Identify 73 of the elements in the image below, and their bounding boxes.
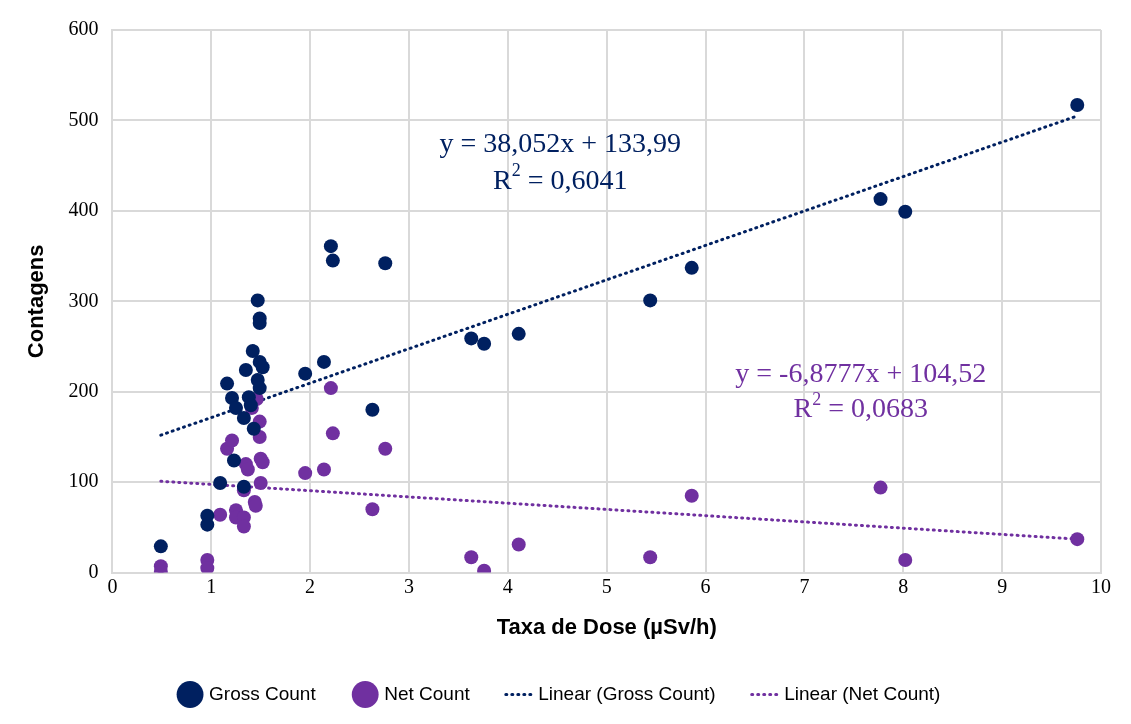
point (316, 462, 331, 477)
point (298, 366, 313, 381)
point (643, 550, 658, 565)
x-tick-label: 0 (107, 574, 118, 597)
point (464, 331, 479, 346)
annotation: y = 38,052x + 133,99 (439, 126, 682, 158)
x-tick-label: 9 (997, 574, 1008, 597)
point (378, 256, 393, 271)
point (378, 441, 393, 456)
point (323, 381, 338, 396)
x-tick-label: 4 (502, 574, 513, 597)
point (236, 410, 251, 425)
point (200, 561, 215, 573)
point (873, 192, 888, 207)
point (236, 479, 251, 494)
point (511, 537, 526, 552)
y-tick-label: 300 (68, 288, 99, 311)
legend-label: Linear (Gross Count) (538, 682, 716, 704)
point (220, 376, 235, 391)
point (245, 344, 260, 359)
point (873, 480, 888, 495)
y-tick-label: 200 (68, 378, 99, 401)
x-tick-label: 1 (206, 574, 217, 597)
point (477, 336, 492, 351)
point (464, 550, 479, 565)
point (684, 260, 699, 275)
legend-label: Linear (Net Count) (784, 682, 941, 704)
point (898, 552, 913, 567)
y-tick-label: 500 (68, 107, 99, 130)
point (255, 360, 270, 375)
point (227, 453, 241, 468)
point (213, 476, 228, 491)
x-tick-label: 6 (700, 574, 711, 597)
x-axis-title: Taxa de Dose (µSv/h) (496, 613, 717, 639)
point (1070, 98, 1085, 113)
x-tick-label: 10 (1091, 574, 1111, 597)
x-tick-label: 5 (601, 574, 612, 597)
point (240, 462, 255, 477)
point (238, 363, 253, 378)
y-tick-label: 0 (88, 559, 99, 582)
point (225, 433, 240, 448)
legend-label: Net Count (384, 682, 471, 704)
point (252, 381, 267, 396)
point (228, 401, 243, 416)
point (325, 253, 340, 268)
annotation: y = -6,8777x + 104,52 (735, 357, 987, 389)
x-tick-label: 3 (403, 574, 414, 597)
point (246, 421, 261, 436)
point (236, 519, 251, 534)
point (325, 426, 340, 441)
point (365, 502, 380, 517)
point (153, 539, 168, 554)
point (213, 507, 228, 522)
point (898, 204, 913, 219)
x-tick-label: 2 (305, 574, 316, 597)
point (511, 326, 526, 341)
point (316, 354, 331, 369)
legend-label: Gross Count (209, 682, 317, 704)
point (1070, 532, 1085, 547)
y-tick-label: 600 (68, 17, 99, 40)
y-tick-label: 400 (68, 198, 99, 221)
y-axis-title: Contagens (23, 244, 49, 359)
point (643, 293, 658, 308)
point (255, 455, 270, 470)
point (323, 239, 338, 254)
point (298, 466, 313, 481)
x-tick-label: 8 (898, 574, 909, 597)
y-tick-label: 100 (68, 469, 99, 492)
point (253, 476, 268, 491)
x-tick-label: 7 (799, 574, 810, 597)
point (250, 293, 265, 308)
point (684, 488, 699, 503)
point (365, 402, 380, 417)
